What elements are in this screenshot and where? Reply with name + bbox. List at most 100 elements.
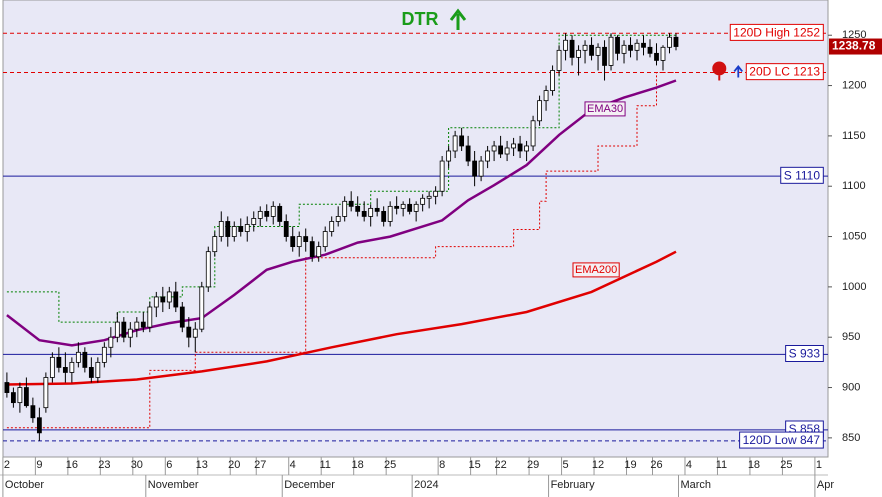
candle-body bbox=[511, 143, 516, 149]
x-tick-label: 12 bbox=[592, 459, 604, 471]
candle-body bbox=[446, 150, 452, 162]
level-label-box bbox=[739, 431, 824, 449]
up-arrow bbox=[733, 65, 743, 78]
candle-body bbox=[140, 321, 146, 328]
candle-body bbox=[95, 361, 101, 378]
candle-body bbox=[452, 135, 458, 152]
month-label: February bbox=[551, 479, 596, 491]
candle-body bbox=[439, 160, 445, 192]
month-label: March bbox=[680, 479, 711, 491]
candle-body bbox=[218, 221, 224, 237]
month-label: December bbox=[284, 479, 335, 491]
candle-body bbox=[459, 135, 465, 147]
candle-body bbox=[309, 241, 315, 258]
ema-label-box bbox=[584, 101, 626, 117]
ema-label: EMA200 bbox=[575, 264, 617, 276]
ema-line bbox=[6, 79, 677, 347]
candle-body bbox=[589, 44, 594, 56]
month-label: Apr bbox=[817, 479, 834, 491]
x-tick-label: 2 bbox=[4, 459, 10, 471]
candle-body bbox=[88, 367, 94, 378]
candle-body bbox=[49, 356, 55, 378]
title-arrow bbox=[449, 8, 467, 30]
candle-body bbox=[127, 328, 133, 338]
candle-body bbox=[166, 291, 172, 303]
y-tick-label: 1100 bbox=[842, 180, 866, 192]
month-label: 2024 bbox=[414, 479, 438, 491]
level-label-box bbox=[785, 344, 824, 362]
candle-body bbox=[75, 351, 81, 363]
x-tick-label: 30 bbox=[131, 459, 143, 471]
level-label-box bbox=[729, 23, 824, 41]
candle-body bbox=[530, 120, 536, 147]
level-label: 20D LC 1213 bbox=[749, 65, 820, 79]
x-tick-label: 5 bbox=[562, 459, 568, 471]
candle-body bbox=[465, 145, 471, 162]
candle-body bbox=[342, 200, 348, 217]
candle-body bbox=[23, 387, 29, 407]
x-tick-label: 22 bbox=[494, 459, 506, 471]
x-tick-label: 27 bbox=[254, 459, 266, 471]
candle-body bbox=[173, 291, 179, 308]
candle-body bbox=[10, 392, 16, 404]
candle-body bbox=[641, 42, 646, 48]
candle-body bbox=[186, 326, 192, 338]
y-tick-label: 900 bbox=[842, 381, 860, 393]
x-tick-label: 20 bbox=[228, 459, 240, 471]
candle-body bbox=[251, 218, 257, 225]
candle-body bbox=[517, 143, 523, 152]
candle-body bbox=[569, 39, 575, 58]
candle-body bbox=[537, 100, 542, 122]
candle-body bbox=[576, 49, 581, 58]
y-tick-label: 1050 bbox=[842, 230, 866, 242]
candle-body bbox=[257, 210, 263, 219]
candle-body bbox=[296, 236, 302, 248]
plot bbox=[3, 32, 828, 442]
x-tick-label: 18 bbox=[748, 459, 760, 471]
x-tick-label: 1 bbox=[816, 459, 822, 471]
candle-body bbox=[316, 246, 322, 258]
x-tick-label: 26 bbox=[650, 459, 662, 471]
level-label: S 933 bbox=[789, 346, 821, 360]
candle-body bbox=[335, 216, 341, 222]
candle-body bbox=[361, 210, 367, 217]
candle-body bbox=[550, 70, 555, 91]
level-label: 120D High 1252 bbox=[733, 25, 820, 39]
y-tick-label: 1000 bbox=[842, 281, 866, 293]
candle-body bbox=[30, 405, 36, 419]
candle-body bbox=[608, 36, 614, 66]
candle-body bbox=[303, 236, 309, 242]
candle-body bbox=[543, 90, 549, 102]
candle-body bbox=[582, 44, 588, 51]
candle-body bbox=[277, 205, 283, 222]
candle-body bbox=[322, 231, 328, 248]
level-label: 120D Low 847 bbox=[743, 433, 821, 447]
x-tick-label: 4 bbox=[686, 459, 692, 471]
candle-body bbox=[69, 361, 75, 373]
candle-body bbox=[504, 147, 510, 155]
candle-body bbox=[654, 52, 659, 61]
candle-body bbox=[283, 221, 289, 237]
y-tick-label: 1200 bbox=[842, 79, 866, 91]
x-tick-label: 11 bbox=[716, 459, 727, 471]
candle-body bbox=[426, 195, 432, 199]
x-tick-label: 18 bbox=[352, 459, 364, 471]
candle-body bbox=[36, 417, 42, 434]
candle-body bbox=[43, 377, 49, 409]
y-tick-label: 1150 bbox=[842, 130, 866, 142]
candle-body bbox=[101, 346, 107, 363]
candle-body bbox=[485, 150, 491, 162]
candle-body bbox=[498, 145, 503, 155]
candle-body bbox=[231, 226, 237, 237]
candle-body bbox=[394, 205, 400, 209]
candle-body bbox=[147, 306, 153, 328]
candle-body bbox=[413, 203, 419, 212]
candle-body bbox=[400, 203, 406, 209]
candle-body bbox=[667, 36, 672, 48]
candle-body bbox=[602, 46, 607, 66]
price-label: 1238.78 bbox=[832, 39, 876, 53]
candle-body bbox=[595, 46, 601, 56]
ema-line bbox=[6, 250, 677, 386]
level-label-box bbox=[780, 166, 824, 184]
candle-body bbox=[355, 205, 361, 212]
